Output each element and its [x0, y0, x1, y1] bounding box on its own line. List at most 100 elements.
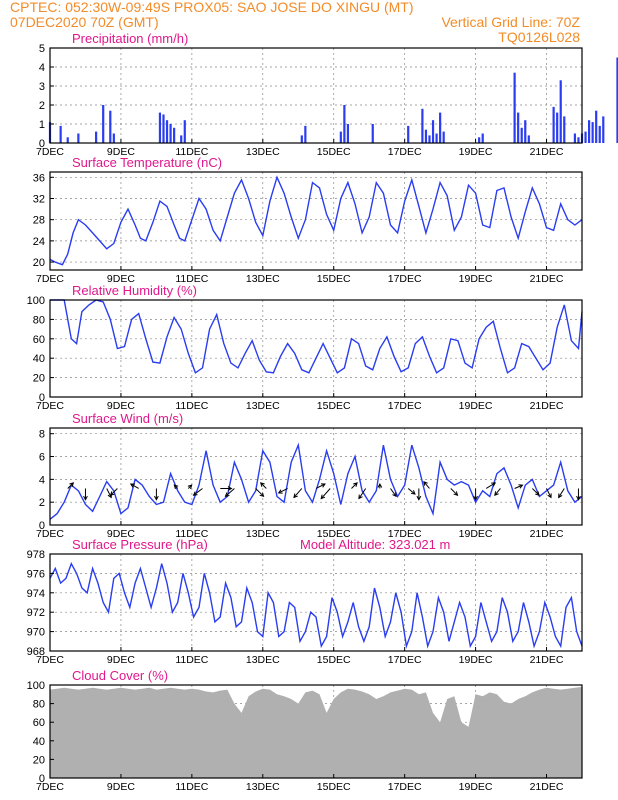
- precip-bar: [180, 135, 183, 143]
- y-tick-label: 100: [27, 295, 45, 307]
- panel-frame: [49, 427, 583, 526]
- wind-arrow-head: [277, 489, 283, 494]
- wind-arrow: [546, 488, 552, 498]
- precip-bar: [520, 127, 523, 143]
- wind-arrow: [110, 488, 118, 496]
- wind-arrow-head: [491, 482, 497, 487]
- panel-title: Precipitation (mm/h): [72, 31, 188, 46]
- wind-arrow: [67, 482, 74, 489]
- y-tick-label: 20: [33, 373, 45, 385]
- precip-bar: [421, 108, 424, 143]
- panel-frame: [49, 47, 583, 144]
- precip-bar: [556, 112, 559, 143]
- wind-arrow-head: [83, 495, 88, 501]
- wind-arrow-head: [192, 491, 198, 496]
- y-tick-label: 28: [33, 215, 45, 227]
- x-tick-label: 13DEC: [246, 273, 280, 285]
- precip-bar: [304, 125, 307, 143]
- wind-arrow-head: [576, 495, 581, 501]
- x-tick-label: 7DEC: [36, 146, 64, 158]
- wind-arrow: [320, 488, 331, 499]
- wind-arrow: [390, 488, 397, 497]
- precip-bar: [563, 116, 566, 143]
- y-tick-label: 0: [39, 773, 45, 785]
- x-tick-label: 11DEC: [175, 654, 208, 666]
- y-tick-label: 20: [33, 754, 45, 766]
- x-tick-label: 9DEC: [107, 273, 135, 285]
- precip-bar: [169, 124, 172, 143]
- precip-bar: [598, 125, 601, 143]
- y-tick-label: 36: [33, 172, 45, 184]
- wind-arrow: [278, 488, 288, 494]
- x-tick-label: 9DEC: [107, 400, 135, 412]
- x-tick-label: 15DEC: [317, 146, 351, 158]
- precip-bar: [407, 125, 410, 143]
- x-tick-label: 13DEC: [246, 654, 280, 666]
- wind-arrow-head: [293, 493, 298, 499]
- precip-bar: [431, 120, 435, 143]
- x-tick-label: 17DEC: [388, 400, 422, 412]
- x-tick-label: 21DEC: [530, 400, 564, 412]
- x-tick-label: 9DEC: [107, 654, 135, 666]
- precip-bar: [524, 120, 527, 143]
- x-tick-label: 21DEC: [530, 654, 564, 666]
- x-tick-label: 11DEC: [175, 273, 208, 285]
- wind-arrow-head: [224, 492, 230, 498]
- wind-arrow-head: [320, 483, 326, 488]
- precip-bar: [346, 124, 350, 143]
- precip-bar: [591, 122, 594, 143]
- wind-arrow: [260, 482, 267, 489]
- x-tick-label: 15DEC: [317, 654, 351, 666]
- x-tick-label: 19DEC: [459, 400, 493, 412]
- header-grid-note: Vertical Grid Line: 70Z: [441, 14, 580, 30]
- precip-bar: [112, 133, 115, 143]
- y-tick-label: 32: [33, 193, 45, 205]
- precip-bar: [442, 131, 445, 143]
- header-date: 07DEC2020 70Z (GMT): [10, 14, 159, 30]
- wind-arrow-head: [358, 494, 363, 500]
- wind-arrow-head: [558, 493, 563, 499]
- x-tick-label: 17DEC: [388, 528, 422, 540]
- precip-bar: [59, 125, 62, 143]
- x-tick-label: 17DEC: [388, 781, 422, 793]
- x-tick-label: 11DEC: [175, 781, 208, 793]
- y-tick-label: 6: [39, 452, 45, 464]
- x-tick-label: 9DEC: [107, 146, 135, 158]
- panel-4: 0 2 4 6 8 7DEC 9DEC 11DEC 13DEC 15DEC 17DEC 19DEC 21…: [36, 411, 583, 540]
- precip-bar: [183, 120, 186, 143]
- wind-arrow-head: [392, 492, 397, 498]
- wind-arrow-head: [69, 482, 75, 487]
- y-tick-label: 972: [27, 607, 45, 619]
- wind-arrow: [315, 483, 326, 489]
- y-tick-label: 0: [39, 392, 45, 404]
- precip-bar: [95, 131, 98, 143]
- wind-arrow-head: [416, 495, 422, 501]
- precip-bar: [559, 80, 562, 143]
- y-tick-label: 60: [33, 717, 45, 729]
- wind-arrow: [485, 482, 496, 489]
- x-tick-label: 15DEC: [317, 273, 351, 285]
- y-tick-label: 970: [27, 627, 45, 639]
- header-line1: CPTEC: 052:30W-09:49S PROX05: SAO JOSE D…: [10, 0, 414, 15]
- x-tick-label: 13DEC: [246, 528, 280, 540]
- cloud-area: [50, 686, 582, 778]
- precip-bar: [173, 127, 176, 143]
- y-tick-label: 0: [39, 138, 45, 150]
- wind-arrow: [531, 488, 540, 496]
- wind-arrow-head: [187, 484, 193, 490]
- header-model-id: TQ0126L028: [498, 29, 580, 45]
- series-line: [50, 299, 583, 374]
- panel-2: 20 24 28 32 36 7DEC 9DEC 11DEC 13DEC 15DEC 17DEC 19…: [33, 155, 583, 285]
- y-tick-label: 8: [39, 429, 45, 441]
- wind-arrow-head: [423, 480, 428, 486]
- precip-bar: [602, 116, 605, 143]
- precip-bar: [158, 112, 162, 143]
- wind-arrow: [193, 488, 203, 496]
- wind-arrow: [558, 488, 565, 498]
- y-tick-label: 2: [39, 100, 45, 112]
- wind-arrow: [407, 488, 416, 495]
- x-tick-label: 13DEC: [246, 400, 280, 412]
- precip-bar: [77, 133, 80, 143]
- panel-frame: [49, 171, 583, 271]
- wind-arrow-head: [518, 484, 524, 489]
